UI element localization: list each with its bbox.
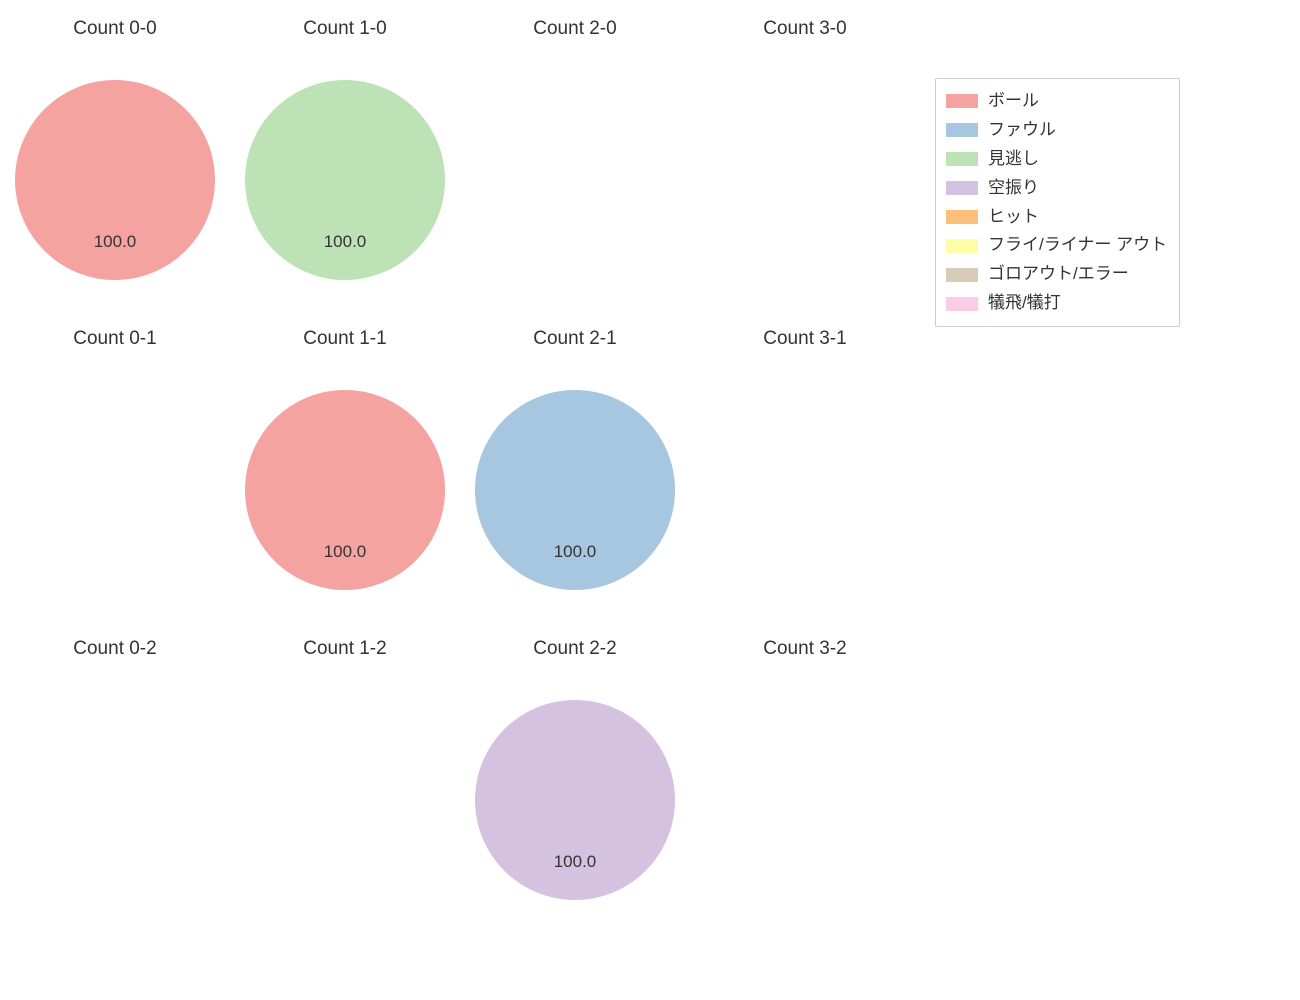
legend-item: 犠飛/犠打 bbox=[946, 289, 1167, 318]
pie-panel: Count 2-1 100.0 bbox=[460, 310, 690, 620]
panel-title: Count 3-2 bbox=[690, 638, 920, 660]
legend-swatch bbox=[946, 152, 978, 166]
pie-panel: Count 3-1 bbox=[690, 310, 920, 620]
pie-panel: Count 2-0 bbox=[460, 0, 690, 310]
legend-label: フライ/ライナー アウト bbox=[988, 231, 1167, 260]
legend-item: ボール bbox=[946, 87, 1167, 116]
panel-title: Count 0-1 bbox=[0, 328, 230, 350]
legend-label: ファウル bbox=[988, 116, 1056, 145]
legend-swatch bbox=[946, 210, 978, 224]
panel-title: Count 3-0 bbox=[690, 18, 920, 40]
panel-title: Count 3-1 bbox=[690, 328, 920, 350]
legend-swatch bbox=[946, 239, 978, 253]
pie-panel: Count 1-1 100.0 bbox=[230, 310, 460, 620]
pie-value-label: 100.0 bbox=[230, 542, 460, 562]
pie-panel: Count 1-0 100.0 bbox=[230, 0, 460, 310]
legend-swatch bbox=[946, 297, 978, 311]
pie-value-label: 100.0 bbox=[0, 232, 230, 252]
panel-title: Count 2-0 bbox=[460, 18, 690, 40]
panel-title: Count 0-0 bbox=[0, 18, 230, 40]
pie-panel: Count 0-0 100.0 bbox=[0, 0, 230, 310]
pie-panel: Count 3-2 bbox=[690, 620, 920, 930]
pie-value-label: 100.0 bbox=[230, 232, 460, 252]
legend-item: ヒット bbox=[946, 203, 1167, 232]
pie-panel: Count 3-0 bbox=[690, 0, 920, 310]
legend-swatch bbox=[946, 123, 978, 137]
panel-title: Count 1-1 bbox=[230, 328, 460, 350]
panel-title: Count 1-2 bbox=[230, 638, 460, 660]
legend-label: 空振り bbox=[988, 174, 1039, 203]
pie-panel: Count 0-2 bbox=[0, 620, 230, 930]
panel-title: Count 2-1 bbox=[460, 328, 690, 350]
legend-item: ファウル bbox=[946, 116, 1167, 145]
panel-title: Count 2-2 bbox=[460, 638, 690, 660]
legend-label: 見逃し bbox=[988, 145, 1039, 174]
pie-panel: Count 0-1 bbox=[0, 310, 230, 620]
legend-item: 見逃し bbox=[946, 145, 1167, 174]
pie-value-label: 100.0 bbox=[460, 852, 690, 872]
legend-swatch bbox=[946, 181, 978, 195]
legend-label: ゴロアウト/エラー bbox=[988, 260, 1129, 289]
legend-item: 空振り bbox=[946, 174, 1167, 203]
legend: ボールファウル見逃し空振りヒットフライ/ライナー アウトゴロアウト/エラー犠飛/… bbox=[935, 78, 1180, 327]
legend-item: ゴロアウト/エラー bbox=[946, 260, 1167, 289]
legend-label: ヒット bbox=[988, 203, 1039, 232]
pie-panel: Count 1-2 bbox=[230, 620, 460, 930]
legend-label: 犠飛/犠打 bbox=[988, 289, 1061, 318]
panel-title: Count 1-0 bbox=[230, 18, 460, 40]
legend-swatch bbox=[946, 94, 978, 108]
legend-label: ボール bbox=[988, 87, 1039, 116]
pie-value-label: 100.0 bbox=[460, 542, 690, 562]
panel-title: Count 0-2 bbox=[0, 638, 230, 660]
legend-item: フライ/ライナー アウト bbox=[946, 231, 1167, 260]
pie-panel: Count 2-2 100.0 bbox=[460, 620, 690, 930]
legend-swatch bbox=[946, 268, 978, 282]
